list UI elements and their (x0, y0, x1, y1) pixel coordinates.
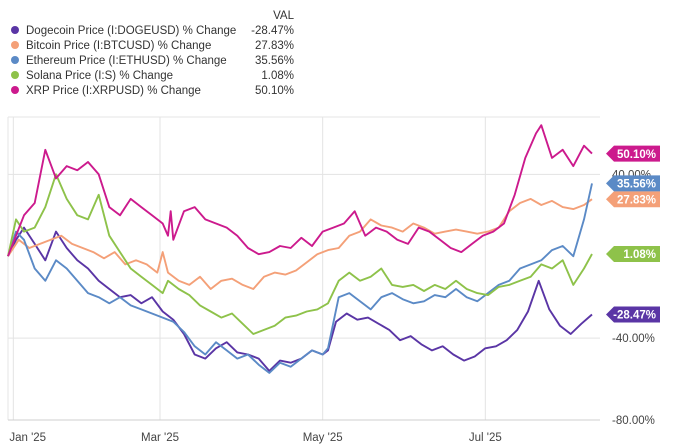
x-tick-label: Mar '25 (141, 432, 179, 444)
value-tag-label-4: 50.10% (617, 149, 656, 161)
legend-series-value-4: 50.10% (255, 85, 294, 97)
value-tag-label-3: 1.08% (623, 249, 656, 261)
value-tags: -28.47% 27.83% 35.56% 1.08% 50.10% (606, 145, 660, 323)
legend-series-value-0: -28.47% (251, 25, 294, 37)
series-line-3 (7, 173, 593, 335)
value-tag-0 (606, 306, 660, 323)
y-tick-label: -40.00% (612, 333, 655, 345)
x-tick-label: May '25 (303, 432, 343, 444)
value-tag-label-0: -28.47% (613, 310, 656, 322)
value-tag-label-1: 27.83% (617, 194, 656, 206)
legend-marker-3 (11, 71, 19, 79)
legend-series-name-3: Solana Price (I:S) % Change (26, 70, 173, 82)
grid (7, 116, 600, 421)
y-tick-label: -80.00% (612, 415, 655, 427)
legend-series-name-4: XRP Price (I:XRPUSD) % Change (26, 85, 201, 97)
series-line-1 (7, 197, 593, 290)
x-tick-label: Jul '25 (469, 432, 502, 444)
value-tag-2 (606, 175, 660, 192)
legend: VAL Dogecoin Price (I:DOGEUSD) % Change -… (11, 10, 295, 97)
axes: 40.00%-40.00%-80.00%Jan '25 Mar '25 May '2… (8, 169, 655, 444)
series-line-4 (7, 124, 593, 257)
legend-value-header: VAL (273, 10, 294, 22)
legend-marker-4 (11, 86, 19, 94)
legend-series-name-2: Ethereum Price (I:ETHUSD) % Change (26, 55, 227, 67)
x-tick-label: Jan '25 (9, 432, 46, 444)
value-tag-3 (606, 246, 660, 263)
series-lines (7, 124, 593, 374)
value-tag-1 (606, 191, 660, 208)
series-line-2 (7, 183, 593, 374)
legend-series-name-0: Dogecoin Price (I:DOGEUSD) % Change (26, 25, 236, 37)
legend-series-name-1: Bitcoin Price (I:BTCUSD) % Change (26, 40, 211, 52)
legend-series-value-2: 35.56% (255, 55, 294, 67)
legend-marker-1 (11, 41, 19, 49)
value-tag-4 (606, 145, 660, 162)
legend-marker-0 (11, 26, 19, 34)
legend-series-value-1: 27.83% (255, 40, 294, 52)
legend-marker-2 (11, 56, 19, 64)
series-line-0 (7, 226, 593, 372)
value-tag-label-2: 35.56% (617, 179, 656, 191)
legend-series-value-3: 1.08% (261, 70, 294, 82)
